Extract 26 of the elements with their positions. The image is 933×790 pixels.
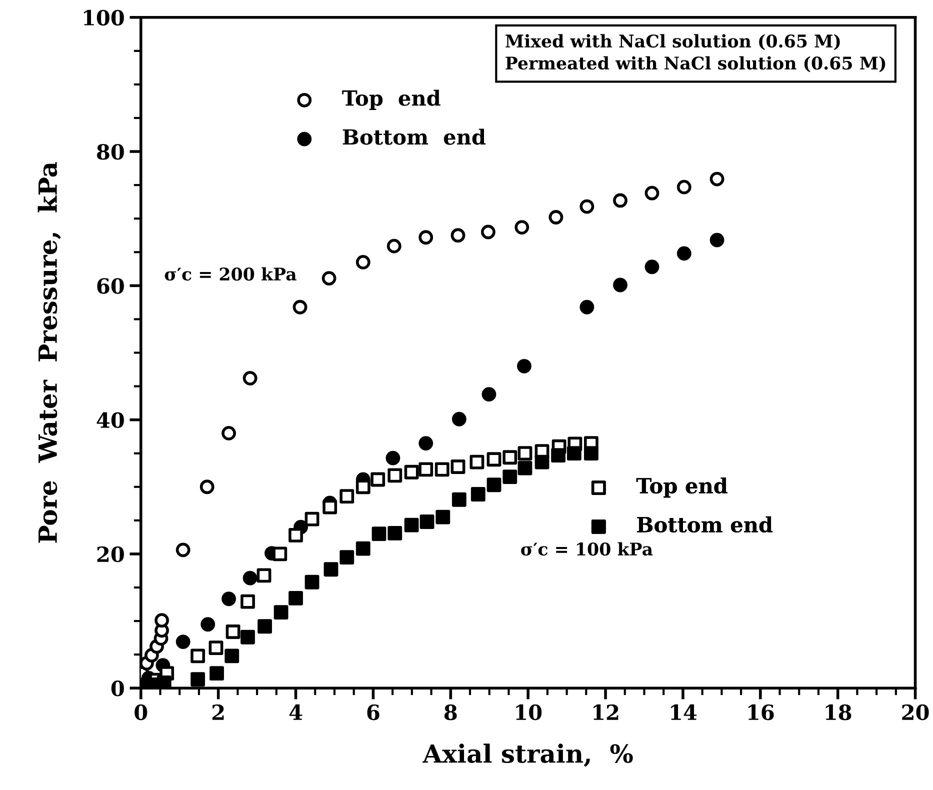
x-tick-label: 0 [134,704,148,720]
y-tick-label: 60 [97,278,124,294]
legend-label: Top end [636,477,728,498]
y-tick-label: 20 [97,546,124,562]
x-tick-label: 4 [289,704,302,720]
x-tick-label: 18 [826,704,852,720]
y-axis-title: Pore Water Pressure, kPa [38,162,61,543]
legend-label: Top end [342,90,440,110]
legend-label: Bottom end [637,516,773,532]
annotation: σ′c = 100 kPa [521,542,653,556]
x-tick-label: 20 [902,704,929,720]
x-tick-label: 6 [367,704,380,720]
x-tick-label: 8 [444,704,457,720]
x-axis-title: Axial strain, % [422,744,633,767]
x-tick-label: 14 [671,704,697,720]
annotation: Mixed with NaCl solution (0.65 M) Permeated with NaCl solution (0.65 M) [506,34,886,72]
x-tick-label: 10 [516,704,542,720]
y-tick-label: 100 [84,10,124,26]
x-tick-label: 16 [748,704,774,720]
x-tick-label: 2 [212,704,224,720]
annotation: σ′c = 200 kPa [164,267,296,281]
y-tick-label: 80 [96,144,124,160]
y-tick-label: 40 [96,412,124,428]
y-tick-label: 0 [111,680,124,696]
x-tick-label: 12 [594,704,618,720]
legend-label: Bottom end [342,128,486,145]
